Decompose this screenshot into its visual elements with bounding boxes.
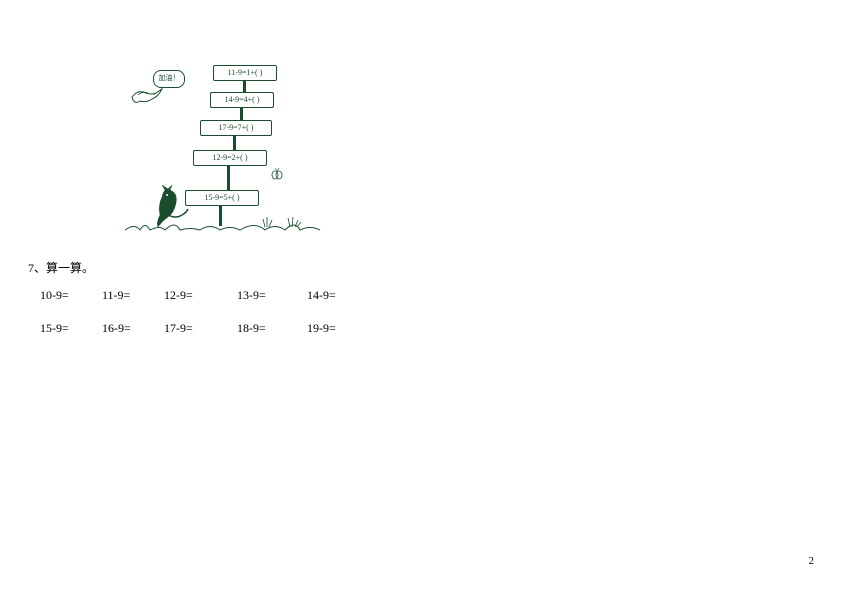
problems-grid: 10-9= 11-9= 12-9= 13-9= 14-9= 15-9= 16-9… bbox=[40, 288, 369, 354]
insect-icon bbox=[270, 168, 284, 182]
section-7-label: 7、算一算。 bbox=[28, 259, 94, 276]
bubble-text: 加油！ bbox=[159, 74, 180, 82]
signpost-illustration: 11-9=1+( ) 14-9=4+( ) 17-9=7+( ) 12-9=2+… bbox=[125, 60, 325, 240]
sign-text: 17-9=7+( ) bbox=[218, 123, 253, 132]
post-segment bbox=[233, 134, 236, 150]
post-segment bbox=[227, 164, 230, 190]
page-number: 2 bbox=[809, 555, 815, 567]
sign-text: 15-9=5+( ) bbox=[204, 193, 239, 202]
sign-1: 11-9=1+( ) bbox=[213, 65, 277, 81]
problem-row-2: 15-9= 16-9= 17-9= 18-9= 19-9= bbox=[40, 321, 369, 336]
grass-decoration bbox=[125, 215, 325, 235]
problem-cell: 17-9= bbox=[164, 321, 237, 336]
problem-cell: 16-9= bbox=[102, 321, 164, 336]
sign-3: 17-9=7+( ) bbox=[200, 120, 272, 136]
sign-text: 11-9=1+( ) bbox=[228, 68, 263, 77]
sign-text: 12-9=2+( ) bbox=[212, 153, 247, 162]
sign-5: 15-9=5+( ) bbox=[185, 190, 259, 206]
problem-row-1: 10-9= 11-9= 12-9= 13-9= 14-9= bbox=[40, 288, 369, 303]
post-segment bbox=[240, 106, 243, 120]
problem-cell: 19-9= bbox=[307, 321, 369, 336]
problem-cell: 18-9= bbox=[237, 321, 307, 336]
problem-cell: 15-9= bbox=[40, 321, 102, 336]
problem-cell: 12-9= bbox=[164, 288, 237, 303]
problem-cell: 11-9= bbox=[102, 288, 164, 303]
speech-bubble: 加油！ bbox=[153, 70, 185, 88]
sign-4: 12-9=2+( ) bbox=[193, 150, 267, 166]
problem-cell: 10-9= bbox=[40, 288, 102, 303]
bird-icon bbox=[130, 85, 165, 110]
sign-2: 14-9=4+( ) bbox=[210, 92, 274, 108]
problem-cell: 13-9= bbox=[237, 288, 307, 303]
sign-text: 14-9=4+( ) bbox=[224, 95, 259, 104]
problem-cell: 14-9= bbox=[307, 288, 369, 303]
